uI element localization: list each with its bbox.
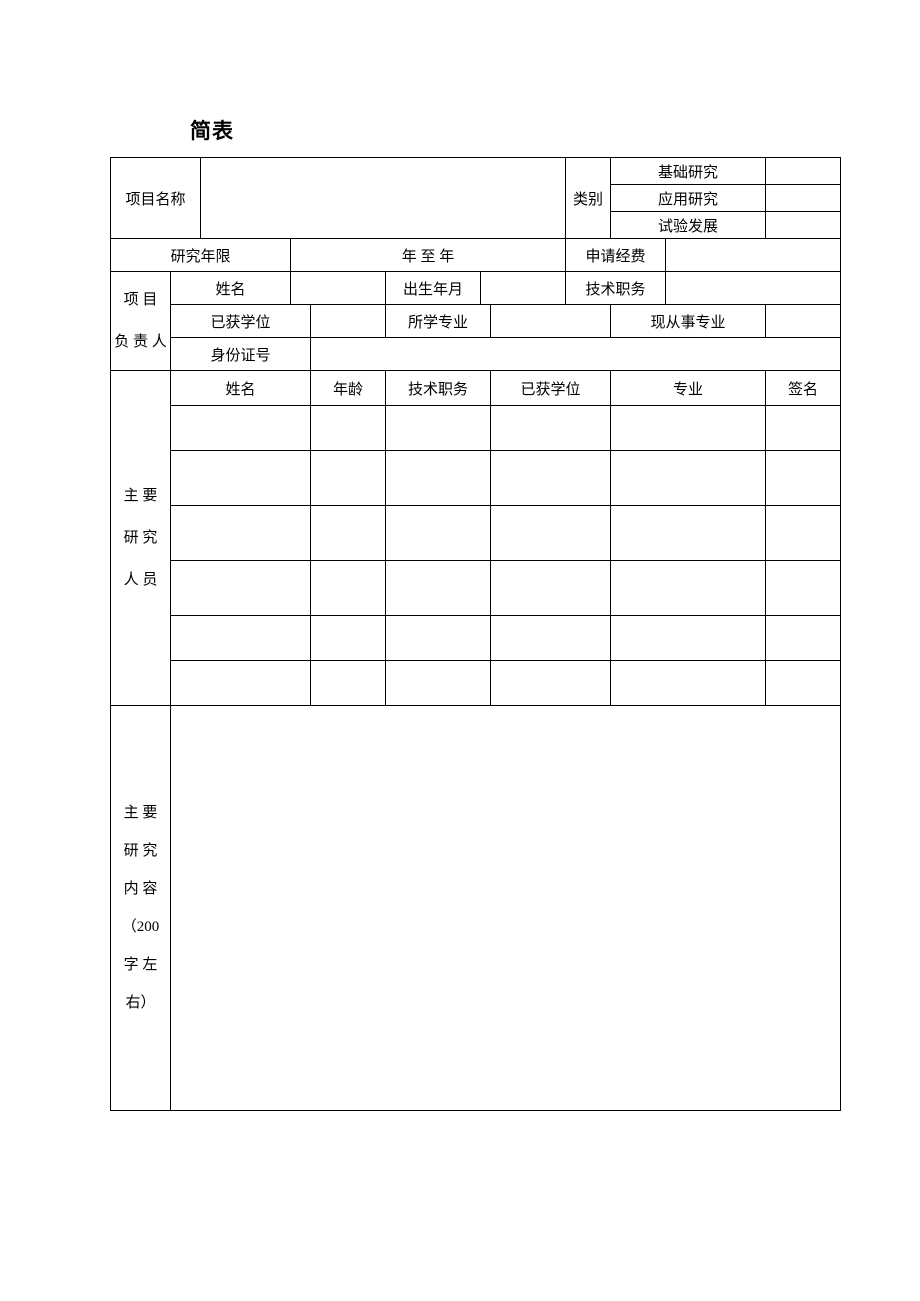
leader-label-line1: 项 目 (124, 292, 158, 308)
researchers-header-degree: 已获学位 (491, 371, 611, 406)
researcher-row-age[interactable] (311, 506, 386, 561)
project-name-label: 项目名称 (111, 158, 201, 239)
researcher-row-name[interactable] (171, 616, 311, 661)
researcher-row-age[interactable] (311, 561, 386, 616)
researcher-row-sign[interactable] (766, 561, 841, 616)
leader-name-label: 姓名 (171, 272, 291, 305)
leader-label: 项 目 负 责 人 (111, 272, 171, 371)
researcher-row-major[interactable] (611, 616, 766, 661)
researcher-row-title[interactable] (386, 616, 491, 661)
category-opt2: 应用研究 (611, 185, 766, 212)
category-opt1: 基础研究 (611, 158, 766, 185)
leader-major-label: 所学专业 (386, 305, 491, 338)
content-label-line2: 研 究 (124, 843, 158, 859)
content-label-line5: 字 左 (124, 957, 158, 973)
researcher-row-degree[interactable] (491, 616, 611, 661)
leader-field-label: 现从事专业 (611, 305, 766, 338)
researcher-row-name[interactable] (171, 661, 311, 706)
researchers-header-name: 姓名 (171, 371, 311, 406)
researcher-row-sign[interactable] (766, 406, 841, 451)
researchers-label-line1: 主 要 (124, 488, 158, 504)
category-opt1-check[interactable] (766, 158, 841, 185)
page-title: 简表 (190, 115, 920, 145)
content-label-line6: 右） (125, 995, 155, 1011)
researcher-row-sign[interactable] (766, 451, 841, 506)
category-opt3-check[interactable] (766, 212, 841, 239)
researchers-header-age: 年龄 (311, 371, 386, 406)
researchers-label: 主 要 研 究 人 员 (111, 371, 171, 706)
leader-degree-value[interactable] (311, 305, 386, 338)
researchers-label-line2: 研 究 (124, 530, 158, 546)
researcher-row-age[interactable] (311, 406, 386, 451)
researchers-header-title: 技术职务 (386, 371, 491, 406)
leader-label-line2: 负 责 人 (114, 334, 167, 350)
leader-title-value[interactable] (666, 272, 841, 305)
researcher-row-degree[interactable] (491, 661, 611, 706)
leader-birth-label: 出生年月 (386, 272, 481, 305)
category-opt3: 试验发展 (611, 212, 766, 239)
researcher-row-major[interactable] (611, 451, 766, 506)
leader-title-label: 技术职务 (566, 272, 666, 305)
researcher-row-title[interactable] (386, 561, 491, 616)
project-name-value[interactable] (201, 158, 566, 239)
content-value[interactable] (171, 706, 841, 1111)
content-label-line4: （200 (122, 919, 160, 935)
researcher-row-degree[interactable] (491, 451, 611, 506)
researcher-row-degree[interactable] (491, 406, 611, 451)
leader-id-value[interactable] (311, 338, 841, 371)
content-label: 主 要 研 究 内 容 （200 字 左 右） (111, 706, 171, 1111)
leader-birth-value[interactable] (481, 272, 566, 305)
researcher-row-age[interactable] (311, 451, 386, 506)
researcher-row-name[interactable] (171, 506, 311, 561)
category-label: 类别 (566, 158, 611, 239)
researcher-row-degree[interactable] (491, 561, 611, 616)
researcher-row-major[interactable] (611, 406, 766, 451)
duration-label: 研究年限 (111, 239, 291, 272)
leader-id-label: 身份证号 (171, 338, 311, 371)
researcher-row-name[interactable] (171, 451, 311, 506)
researcher-row-title[interactable] (386, 661, 491, 706)
fund-label: 申请经费 (566, 239, 666, 272)
researchers-header-sign: 签名 (766, 371, 841, 406)
researcher-row-name[interactable] (171, 406, 311, 451)
researcher-row-sign[interactable] (766, 506, 841, 561)
category-opt2-check[interactable] (766, 185, 841, 212)
leader-degree-label: 已获学位 (171, 305, 311, 338)
leader-name-value[interactable] (291, 272, 386, 305)
researcher-row-major[interactable] (611, 661, 766, 706)
leader-field-value[interactable] (766, 305, 841, 338)
duration-value[interactable]: 年 至 年 (291, 239, 566, 272)
researcher-row-title[interactable] (386, 406, 491, 451)
researcher-row-major[interactable] (611, 561, 766, 616)
leader-major-value[interactable] (491, 305, 611, 338)
page: 简表 项目名称 类别 基础研究 应 (0, 0, 920, 1301)
researcher-row-age[interactable] (311, 616, 386, 661)
researchers-label-line3: 人 员 (124, 572, 158, 588)
researchers-header-major: 专业 (611, 371, 766, 406)
researcher-row-major[interactable] (611, 506, 766, 561)
researcher-row-title[interactable] (386, 451, 491, 506)
content-label-line3: 内 容 (124, 881, 158, 897)
researcher-row-name[interactable] (171, 561, 311, 616)
researcher-row-age[interactable] (311, 661, 386, 706)
content-label-line1: 主 要 (124, 805, 158, 821)
fund-value[interactable] (666, 239, 841, 272)
researcher-row-degree[interactable] (491, 506, 611, 561)
researcher-row-sign[interactable] (766, 661, 841, 706)
researcher-row-title[interactable] (386, 506, 491, 561)
researcher-row-sign[interactable] (766, 616, 841, 661)
form-table: 项目名称 类别 基础研究 应用研究 试验发展 研究年限 年 至 年 申请经费 (110, 157, 841, 1111)
